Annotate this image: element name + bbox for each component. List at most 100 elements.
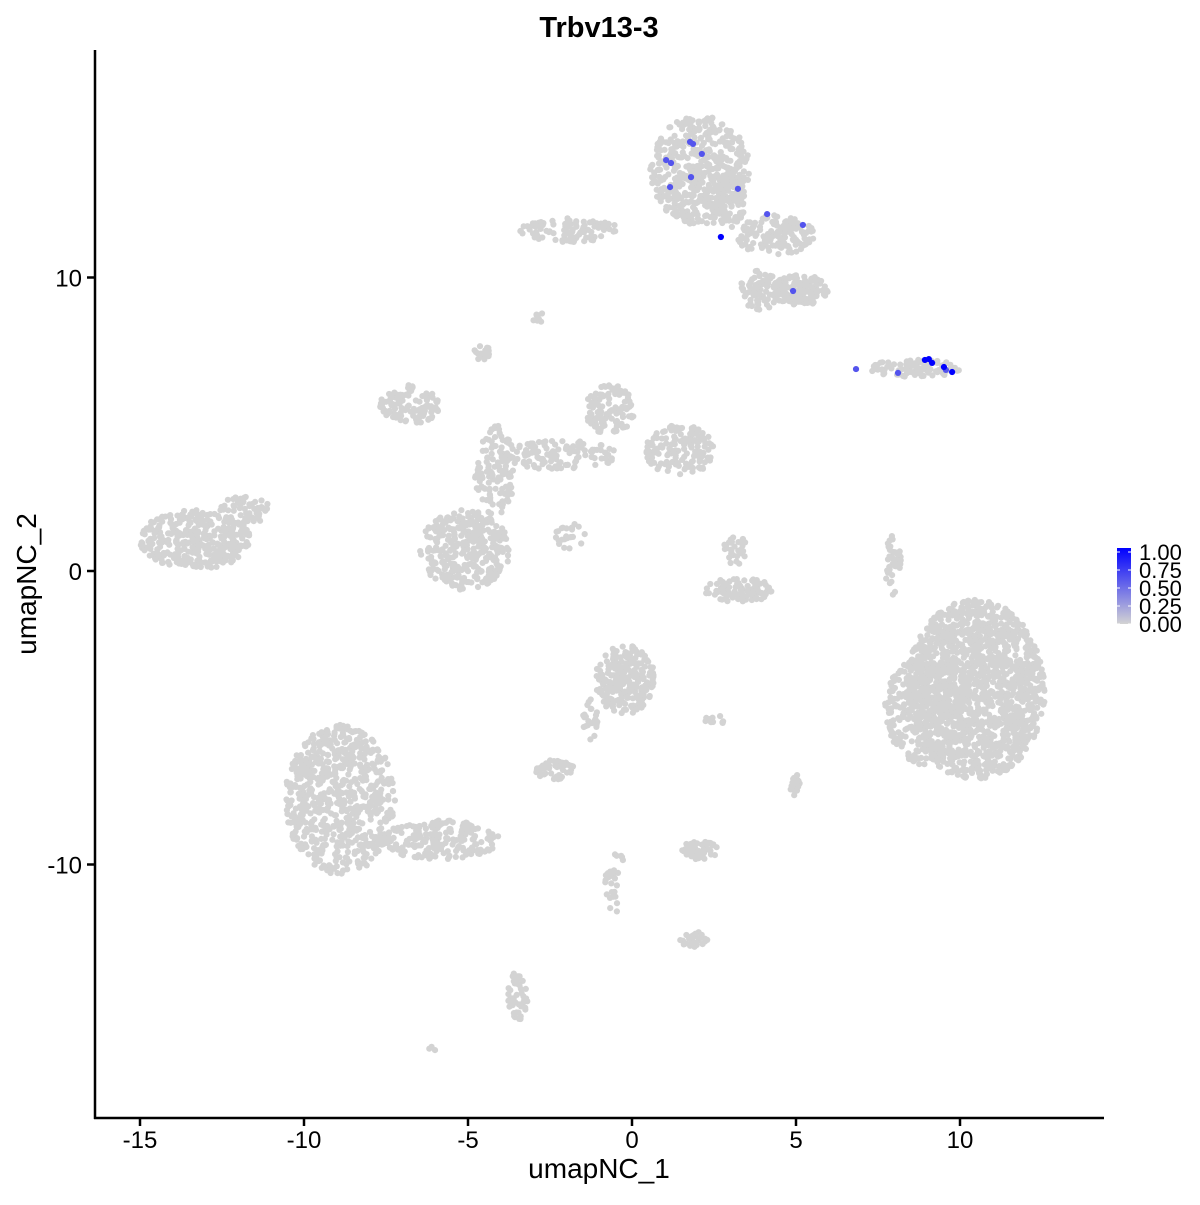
data-point: [688, 458, 695, 465]
data-point: [424, 533, 431, 540]
data-point: [646, 692, 653, 700]
data-point: [192, 516, 199, 523]
data-point: [938, 711, 945, 719]
data-point: [725, 198, 732, 205]
data-point: [729, 145, 736, 153]
data-point: [975, 704, 982, 711]
data-point: [202, 527, 209, 534]
data-point: [665, 450, 672, 458]
data-point: [720, 153, 727, 160]
data-point: [242, 516, 249, 523]
data-point: [507, 453, 514, 460]
data-point: [541, 771, 548, 778]
data-point: [475, 486, 482, 493]
data-point: [956, 759, 963, 766]
data-point: [187, 531, 194, 539]
data-point: [735, 580, 742, 587]
data-point: [634, 679, 642, 686]
data-point: [701, 186, 708, 193]
data-point: [967, 732, 974, 739]
data-point: [722, 581, 730, 588]
data-point: [609, 701, 617, 708]
data-point: [204, 516, 211, 523]
data-point: [958, 678, 965, 686]
data-point: [777, 235, 784, 242]
data-point: [592, 422, 599, 429]
data-point: [237, 502, 244, 509]
data-point: [877, 359, 884, 366]
data-point: [180, 539, 187, 546]
data-point: [1018, 718, 1025, 725]
data-point: [467, 536, 474, 543]
data-point: [588, 399, 595, 406]
data-point: [727, 133, 734, 140]
data-point: [702, 116, 710, 123]
data-point: [891, 673, 898, 680]
data-point: [952, 637, 960, 644]
data-point: [911, 370, 918, 377]
data-point: [762, 581, 769, 589]
data-point: [165, 558, 172, 566]
data-point: [934, 613, 941, 621]
data-point: [202, 545, 209, 552]
data-point: [981, 761, 988, 768]
data-point: [898, 743, 905, 750]
data-point: [798, 296, 805, 303]
data-point: [768, 233, 775, 240]
data-point: [947, 643, 954, 650]
data-point: [736, 178, 743, 185]
data-point: [944, 728, 951, 735]
data-point: [913, 659, 920, 666]
data-point: [1023, 636, 1030, 643]
data-point: [928, 625, 936, 632]
data-point: [568, 762, 575, 769]
data-point: [696, 196, 704, 203]
data-point: [702, 439, 709, 446]
data-point: [442, 542, 449, 549]
data-point: [764, 283, 771, 290]
data-point: [669, 423, 676, 430]
data-point: [498, 433, 505, 440]
data-point: [1014, 694, 1021, 702]
data-point: [890, 548, 897, 556]
data-point: [432, 575, 439, 582]
data-point: [720, 190, 727, 197]
data-point: [611, 222, 618, 229]
data-point: [649, 442, 656, 449]
data-point: [1030, 652, 1037, 659]
data-point: [722, 595, 730, 602]
data-point: [983, 738, 991, 745]
data-point: [613, 417, 621, 425]
data-point: [588, 453, 595, 461]
data-point: [651, 459, 658, 466]
data-point: [904, 663, 911, 670]
data-point: [950, 601, 957, 609]
data-point: [1002, 643, 1009, 650]
data-point: [240, 521, 247, 528]
data-point: [964, 660, 971, 667]
data-point: [1006, 738, 1013, 745]
data-point: [946, 605, 953, 613]
data-point: [460, 529, 467, 536]
data-point: [409, 383, 416, 390]
data-point: [963, 767, 970, 774]
data-point: [689, 426, 696, 433]
data-point: [582, 723, 589, 730]
data-point: [711, 173, 718, 180]
data-point: [621, 688, 629, 695]
data-point: [756, 270, 763, 277]
data-point: [885, 705, 892, 713]
data-point: [918, 637, 925, 644]
data-point: [935, 685, 942, 692]
data-point: [683, 132, 690, 139]
data-point: [1038, 710, 1045, 717]
data-point: [622, 649, 629, 656]
data-point: [470, 529, 478, 536]
data-point: [782, 218, 789, 226]
data-point: [677, 431, 684, 438]
data-point: [935, 628, 942, 635]
data-point: [626, 673, 633, 681]
data-point: [936, 693, 943, 700]
data-point: [754, 284, 761, 291]
data-point: [562, 461, 570, 469]
